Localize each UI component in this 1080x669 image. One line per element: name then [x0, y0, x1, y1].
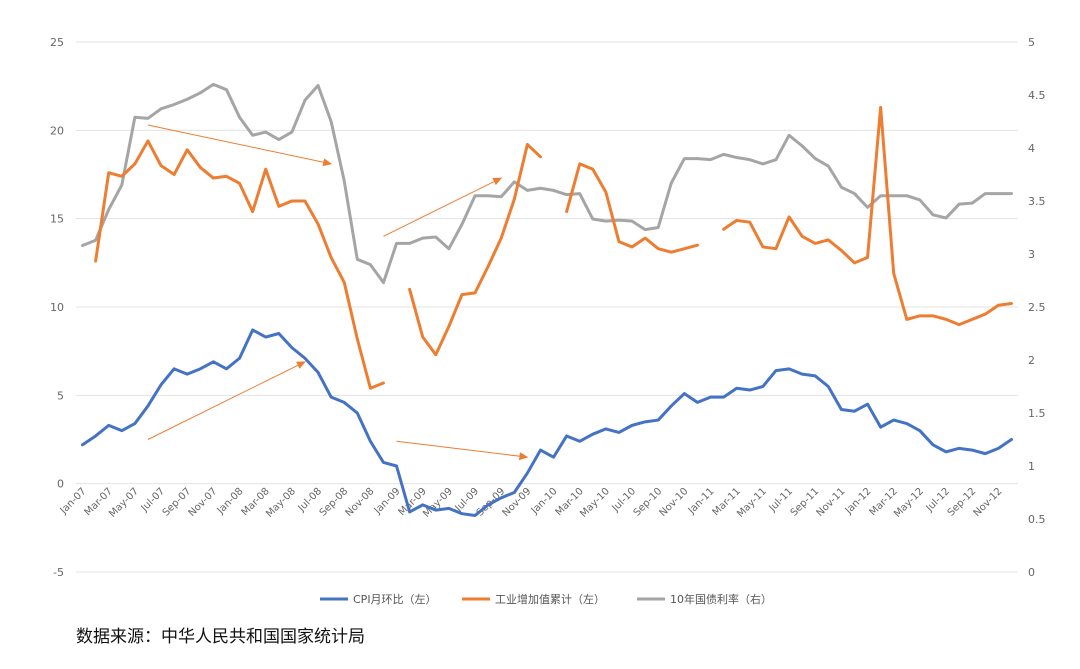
left-tick-label: 0: [57, 478, 64, 491]
x-tick-label: May-08: [264, 486, 298, 520]
trend-arrow: [383, 177, 503, 237]
series-lines: [81, 82, 1013, 517]
x-axis-tick-labels: Jan-07Mar-07May-07Jul-07Sep-07Nov-07Jan-…: [58, 486, 1005, 520]
right-tick-label: 5: [1028, 36, 1035, 49]
trend-arrow: [147, 361, 306, 440]
x-tick-label: May-09: [421, 486, 455, 520]
series-line-cpi: [81, 328, 1013, 517]
right-tick-label: 4: [1028, 142, 1035, 155]
x-tick-label: May-12: [892, 486, 926, 520]
x-tick-label: Nov-12: [972, 486, 1005, 519]
legend-label-bond: 10年国债利率（右）: [670, 592, 772, 606]
left-tick-label: 25: [50, 36, 64, 49]
x-tick-label: Nov-10: [658, 486, 691, 519]
x-tick-label: May-07: [107, 486, 141, 520]
right-tick-label: 3: [1028, 248, 1035, 261]
left-tick-label: 20: [50, 124, 64, 137]
right-tick-label: 0: [1028, 566, 1035, 579]
legend: CPI月环比（左） 工业增加值累计（左） 10年国债利率（右）: [320, 592, 772, 606]
series-line-bond: [81, 82, 1013, 285]
left-tick-label: 5: [57, 389, 64, 402]
gridlines: [76, 41, 1018, 573]
right-tick-label: 1.5: [1028, 407, 1046, 420]
x-tick-label: Nov-07: [187, 486, 220, 519]
trend-arrow: [147, 124, 333, 167]
x-tick-label: Nov-11: [815, 486, 848, 519]
right-tick-label: 0.5: [1028, 513, 1046, 526]
legend-label-industry: 工业增加值累计（左）: [495, 592, 605, 606]
left-tick-label: 10: [50, 301, 64, 314]
right-tick-label: 1: [1028, 460, 1035, 473]
right-tick-label: 2.5: [1028, 301, 1046, 314]
data-source-note: 数据来源：中华人民共和国国家统计局: [76, 627, 365, 647]
x-tick-label: May-11: [735, 486, 769, 520]
series-line-industry: [94, 105, 1013, 390]
legend-label-cpi: CPI月环比（左）: [353, 593, 437, 606]
x-tick-label: Nov-08: [344, 486, 377, 519]
trend-arrows: [147, 124, 529, 461]
trend-arrow: [396, 440, 529, 461]
left-tick-label: -5: [53, 566, 64, 579]
left-tick-label: 15: [50, 213, 64, 226]
right-tick-label: 4.5: [1028, 89, 1046, 102]
right-tick-label: 2: [1028, 354, 1035, 367]
right-tick-label: 3.5: [1028, 195, 1046, 208]
left-axis-tick-labels: -5 0 5 10 15 20 25: [50, 36, 64, 579]
x-tick-label: May-10: [578, 486, 612, 520]
right-axis-tick-labels: 0 0.5 1 1.5 2 2.5 3 3.5 4 4.5 5: [1028, 36, 1046, 579]
